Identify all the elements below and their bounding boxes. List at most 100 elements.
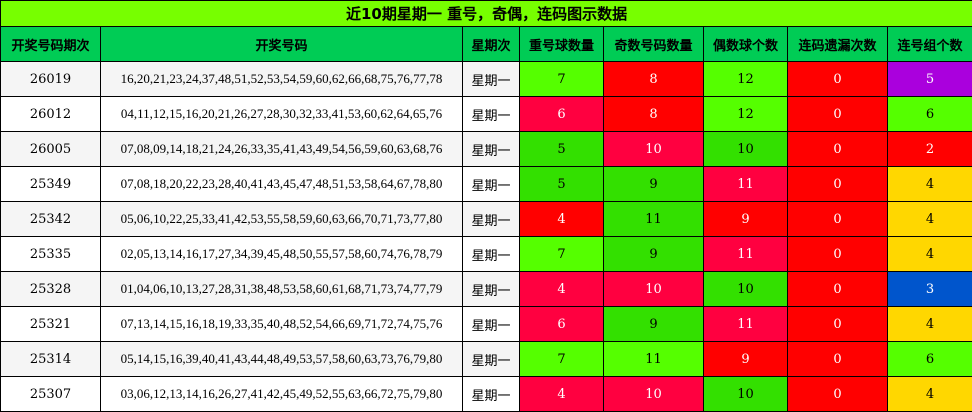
weekday-cell: 星期一 (462, 236, 520, 272)
odd-count-cell: 9 (603, 166, 704, 202)
weekday-cell: 星期一 (462, 61, 520, 97)
odd-count-cell: 8 (603, 61, 704, 97)
column-header: 连号组个数 (886, 26, 972, 62)
period-cell: 25342 (0, 201, 101, 237)
weekday-cell: 星期一 (462, 341, 520, 377)
numbers-cell: 01,04,06,10,13,27,28,31,38,48,53,58,60,6… (100, 271, 463, 307)
even-count-cell: 9 (703, 341, 788, 377)
odd-count-cell: 9 (603, 306, 704, 342)
consecutive-group-cell: 4 (886, 306, 972, 342)
column-header: 开奖号码 (100, 26, 463, 62)
column-header: 偶数球个数 (703, 26, 788, 62)
column-header: 重号球数量 (519, 26, 604, 62)
consecutive-miss-cell: 0 (787, 61, 888, 97)
period-cell: 25335 (0, 236, 101, 272)
period-cell: 25328 (0, 271, 101, 307)
odd-count-cell: 10 (603, 271, 704, 307)
weekday-cell: 星期一 (462, 166, 520, 202)
table-row: 25335 02,05,13,14,16,17,27,34,39,45,48,50… (0, 236, 972, 272)
table-row: 25328 01,04,06,10,13,27,28,31,38,48,53,58… (0, 271, 972, 307)
repeat-count-cell: 4 (519, 376, 604, 412)
consecutive-group-cell: 6 (886, 341, 972, 377)
consecutive-group-cell: 4 (886, 201, 972, 237)
repeat-count-cell: 7 (519, 61, 604, 97)
numbers-cell: 07,08,09,14,18,21,24,26,33,35,41,43,49,5… (100, 131, 463, 167)
period-cell: 26012 (0, 96, 101, 132)
table-row: 25342 05,06,10,22,25,33,41,42,53,55,58,59… (0, 201, 972, 237)
repeat-count-cell: 4 (519, 201, 604, 237)
table-title: 近10期星期一 重号，奇偶，连码图示数据 (0, 0, 972, 27)
consecutive-miss-cell: 0 (787, 306, 888, 342)
weekday-cell: 星期一 (462, 271, 520, 307)
column-header: 连码遗漏次数 (787, 26, 888, 62)
even-count-cell: 11 (703, 166, 788, 202)
even-count-cell: 11 (703, 306, 788, 342)
odd-count-cell: 8 (603, 96, 704, 132)
consecutive-group-cell: 5 (886, 61, 972, 97)
column-header: 星期次 (462, 26, 520, 62)
odd-count-cell: 11 (603, 341, 704, 377)
repeat-count-cell: 7 (519, 341, 604, 377)
odd-count-cell: 10 (603, 376, 704, 412)
even-count-cell: 12 (703, 96, 788, 132)
consecutive-miss-cell: 0 (787, 341, 888, 377)
column-header: 开奖号码期次 (0, 26, 101, 62)
consecutive-group-cell: 4 (886, 376, 972, 412)
weekday-cell: 星期一 (462, 131, 520, 167)
consecutive-miss-cell: 0 (787, 236, 888, 272)
numbers-cell: 05,06,10,22,25,33,41,42,53,55,58,59,60,6… (100, 201, 463, 237)
odd-count-cell: 9 (603, 236, 704, 272)
table-row: 25349 07,08,18,20,22,23,28,40,41,43,45,47… (0, 166, 972, 202)
repeat-count-cell: 6 (519, 306, 604, 342)
period-cell: 25321 (0, 306, 101, 342)
column-header: 奇数号码数量 (603, 26, 704, 62)
numbers-cell: 05,14,15,16,39,40,41,43,44,48,49,53,57,5… (100, 341, 463, 377)
period-cell: 25314 (0, 341, 101, 377)
numbers-cell: 02,05,13,14,16,17,27,34,39,45,48,50,55,5… (100, 236, 463, 272)
consecutive-group-cell: 4 (886, 166, 972, 202)
table-row: 26019 16,20,21,23,24,37,48,51,52,53,54,59… (0, 61, 972, 97)
period-cell: 25349 (0, 166, 101, 202)
weekday-cell: 星期一 (462, 96, 520, 132)
weekday-cell: 星期一 (462, 376, 520, 412)
even-count-cell: 12 (703, 61, 788, 97)
consecutive-miss-cell: 0 (787, 201, 888, 237)
consecutive-group-cell: 4 (886, 236, 972, 272)
numbers-cell: 04,11,12,15,16,20,21,26,27,28,30,32,33,4… (100, 96, 463, 132)
consecutive-group-cell: 3 (886, 271, 972, 307)
table-row: 26012 04,11,12,15,16,20,21,26,27,28,30,32… (0, 96, 972, 132)
table-row: 25314 05,14,15,16,39,40,41,43,44,48,49,53… (0, 341, 972, 377)
numbers-cell: 16,20,21,23,24,37,48,51,52,53,54,59,60,6… (100, 61, 463, 97)
odd-count-cell: 11 (603, 201, 704, 237)
table-row: 25307 03,06,12,13,14,16,26,27,41,42,45,49… (0, 376, 972, 412)
even-count-cell: 10 (703, 271, 788, 307)
consecutive-miss-cell: 0 (787, 131, 888, 167)
even-count-cell: 9 (703, 201, 788, 237)
table-row: 25321 07,13,14,15,16,18,19,33,35,40,48,52… (0, 306, 972, 342)
period-cell: 26019 (0, 61, 101, 97)
odd-count-cell: 10 (603, 131, 704, 167)
weekday-cell: 星期一 (462, 201, 520, 237)
numbers-cell: 03,06,12,13,14,16,26,27,41,42,45,49,52,5… (100, 376, 463, 412)
weekday-cell: 星期一 (462, 306, 520, 342)
repeat-count-cell: 5 (519, 166, 604, 202)
repeat-count-cell: 6 (519, 96, 604, 132)
consecutive-group-cell: 6 (886, 96, 972, 132)
consecutive-miss-cell: 0 (787, 376, 888, 412)
numbers-cell: 07,08,18,20,22,23,28,40,41,43,45,47,48,5… (100, 166, 463, 202)
consecutive-miss-cell: 0 (787, 96, 888, 132)
consecutive-miss-cell: 0 (787, 166, 888, 202)
repeat-count-cell: 5 (519, 131, 604, 167)
even-count-cell: 10 (703, 131, 788, 167)
even-count-cell: 10 (703, 376, 788, 412)
period-cell: 26005 (0, 131, 101, 167)
table-row: 26005 07,08,09,14,18,21,24,26,33,35,41,43… (0, 131, 972, 167)
repeat-count-cell: 4 (519, 271, 604, 307)
repeat-count-cell: 7 (519, 236, 604, 272)
consecutive-miss-cell: 0 (787, 271, 888, 307)
consecutive-group-cell: 2 (886, 131, 972, 167)
numbers-cell: 07,13,14,15,16,18,19,33,35,40,48,52,54,6… (100, 306, 463, 342)
even-count-cell: 11 (703, 236, 788, 272)
period-cell: 25307 (0, 376, 101, 412)
